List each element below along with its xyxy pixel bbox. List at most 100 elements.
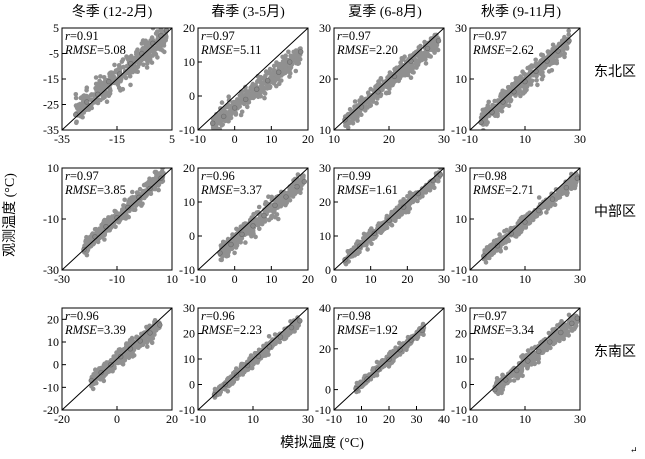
data-point	[272, 208, 277, 214]
data-point	[415, 49, 420, 55]
data-point	[240, 364, 246, 370]
y-tick-label: -5	[49, 47, 59, 61]
data-point	[230, 379, 236, 384]
y-tick-label: 30	[455, 21, 467, 35]
data-point	[128, 60, 134, 67]
data-point	[147, 330, 153, 336]
data-point	[516, 231, 521, 237]
data-point	[134, 49, 140, 55]
data-point	[141, 62, 146, 67]
data-point	[481, 253, 487, 259]
data-point	[286, 49, 291, 55]
data-point	[554, 195, 560, 200]
y-tick-label: 40	[319, 301, 331, 315]
data-point	[220, 239, 226, 245]
y-tick-label: 30	[455, 301, 467, 315]
data-point	[486, 113, 492, 118]
y-tick-label: 30	[455, 161, 467, 175]
data-point	[277, 81, 282, 87]
data-point	[531, 215, 537, 220]
stat-r: r=0.97	[65, 169, 99, 183]
data-point	[408, 58, 414, 64]
data-point	[357, 110, 362, 116]
data-point	[136, 194, 142, 201]
data-point	[119, 59, 125, 64]
y-tick-label: 20	[455, 327, 467, 341]
x-tick-label: 30	[438, 132, 450, 146]
data-point	[157, 19, 162, 24]
data-point	[404, 72, 409, 77]
y-tick-label: 20	[183, 327, 195, 341]
y-tick-label: -25	[43, 98, 59, 112]
data-point	[264, 82, 270, 87]
data-point	[73, 103, 79, 108]
y-tick-label: -10	[315, 403, 331, 417]
data-point	[566, 312, 572, 318]
data-point	[144, 65, 150, 70]
data-point	[106, 78, 112, 85]
data-point	[283, 53, 289, 58]
region-label-northeast: 东北区	[594, 64, 636, 80]
data-point	[243, 240, 248, 245]
data-point	[352, 99, 358, 104]
data-point	[549, 196, 556, 202]
y-tick-label: 10	[455, 72, 467, 86]
data-point	[125, 204, 131, 211]
data-point	[217, 127, 222, 130]
data-point	[571, 172, 577, 178]
season-title-summer: 夏季 (6-8月)	[348, 4, 422, 20]
y-tick-label: 0	[461, 378, 467, 392]
stat-r: r=0.98	[337, 309, 371, 323]
y-tick-label: -10	[179, 263, 195, 277]
data-point	[553, 335, 558, 340]
data-point	[554, 60, 560, 66]
data-point	[156, 187, 161, 193]
x-tick-label: 10	[356, 412, 368, 426]
data-point	[124, 352, 129, 358]
data-point	[499, 390, 504, 396]
y-tick-label: 10	[455, 212, 467, 226]
data-point	[506, 103, 512, 108]
data-point	[497, 381, 503, 386]
data-point	[249, 365, 255, 371]
stat-rmse: RMSE=3.34	[472, 323, 535, 337]
data-point	[289, 187, 295, 193]
data-point	[515, 375, 521, 381]
one-to-one-line	[61, 27, 173, 131]
data-point	[73, 92, 79, 97]
x-tick-label: 10	[519, 272, 531, 286]
data-point	[100, 220, 106, 226]
y-tick-label: -10	[451, 263, 467, 277]
data-point	[255, 94, 261, 100]
data-point	[496, 106, 502, 111]
y-tick-label: 20	[183, 161, 195, 175]
data-point	[547, 339, 553, 345]
data-point	[266, 194, 271, 199]
data-point	[123, 216, 129, 221]
x-tick-label: 10	[328, 132, 340, 146]
region-label-southeast: 东南区	[594, 344, 636, 360]
data-point	[248, 353, 254, 358]
data-point	[521, 85, 527, 90]
data-point	[421, 55, 427, 61]
x-tick-label: -35	[54, 132, 70, 146]
data-point	[150, 40, 156, 46]
data-point	[520, 373, 525, 379]
data-point	[127, 197, 132, 202]
data-point	[482, 248, 487, 253]
data-point	[412, 197, 417, 202]
data-point	[369, 93, 375, 99]
data-point	[438, 168, 443, 171]
data-point	[211, 133, 216, 138]
x-tick-label: -20	[54, 412, 70, 426]
season-title-winter: 冬季 (12-2月)	[72, 4, 153, 20]
data-point	[574, 175, 580, 181]
x-tick-label: 0	[232, 272, 238, 286]
data-point	[389, 222, 395, 228]
data-point	[482, 133, 487, 138]
y-tick-label: -15	[43, 72, 59, 86]
data-point	[86, 237, 92, 243]
data-point	[530, 351, 535, 356]
data-point	[75, 132, 80, 137]
